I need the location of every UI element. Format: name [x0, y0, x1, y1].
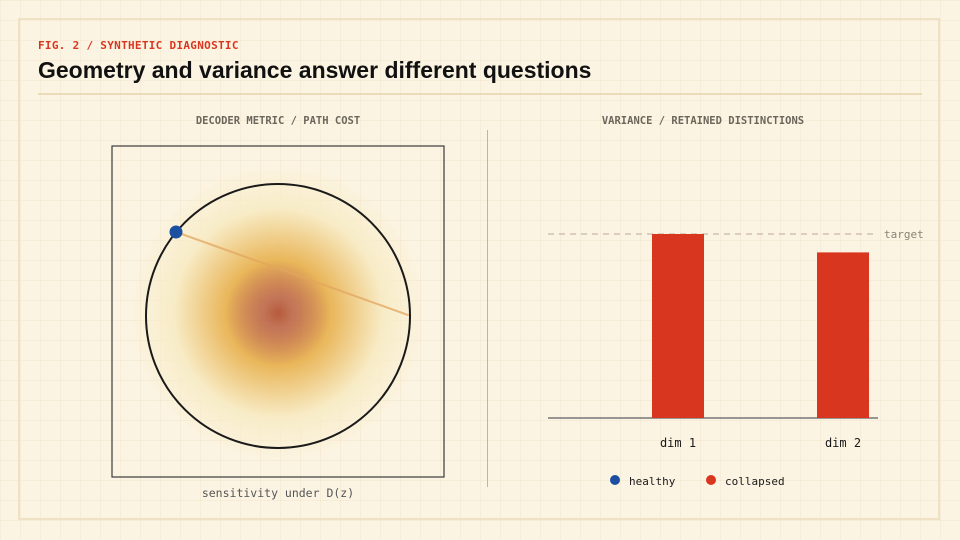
legend-label-collapsed: collapsed: [725, 475, 785, 488]
metric-field: [128, 163, 428, 463]
bar-collapsed-dim-1: [652, 234, 704, 418]
target-label: target: [884, 228, 924, 241]
title-rule: [38, 93, 922, 95]
panel-divider: [487, 130, 488, 487]
path-start-marker: [169, 225, 183, 239]
legend-swatch-collapsed: [706, 475, 716, 485]
x-tick-label: dim 2: [825, 436, 861, 450]
figure-title: Geometry and variance answer different q…: [38, 57, 592, 83]
x-tick-label: dim 1: [660, 436, 696, 450]
figure-frame: [18, 18, 940, 520]
right-panel-title: VARIANCE / RETAINED DISTINCTIONS: [601, 115, 805, 127]
variance-panel: target dim 1 dim 2 healthy collapsed: [548, 228, 924, 488]
metric-plot-box: [111, 145, 445, 478]
latent-boundary-circle: [145, 183, 411, 449]
legend-label-healthy: healthy: [629, 475, 676, 488]
geodesic-path: [175, 231, 409, 316]
left-panel-caption: sensitivity under D(z): [201, 486, 355, 500]
metric-panel: [111, 145, 445, 478]
left-panel-title: DECODER METRIC / PATH COST: [195, 115, 361, 127]
legend-swatch-healthy: [610, 475, 620, 485]
bar-collapsed-dim-2: [817, 252, 869, 418]
figure-kicker: FIG. 2 / SYNTHETIC DIAGNOSTIC: [38, 39, 239, 52]
